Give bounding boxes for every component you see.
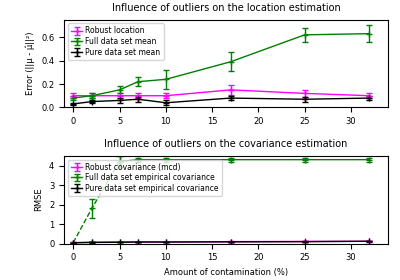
- Y-axis label: Error (||μ - μ̂||²): Error (||μ - μ̂||²): [26, 32, 36, 95]
- X-axis label: Amount of contamination (%): Amount of contamination (%): [164, 268, 288, 277]
- Legend: Robust location, Full data set mean, Pure data set mean: Robust location, Full data set mean, Pur…: [68, 24, 164, 60]
- Title: Influence of outliers on the covariance estimation: Influence of outliers on the covariance …: [104, 139, 348, 150]
- Title: Influence of outliers on the location estimation: Influence of outliers on the location es…: [112, 3, 340, 13]
- Y-axis label: RMSE: RMSE: [34, 188, 43, 211]
- Legend: Robust covariance (mcd), Full data set empirical covariance, Pure data set empir: Robust covariance (mcd), Full data set e…: [68, 160, 222, 196]
